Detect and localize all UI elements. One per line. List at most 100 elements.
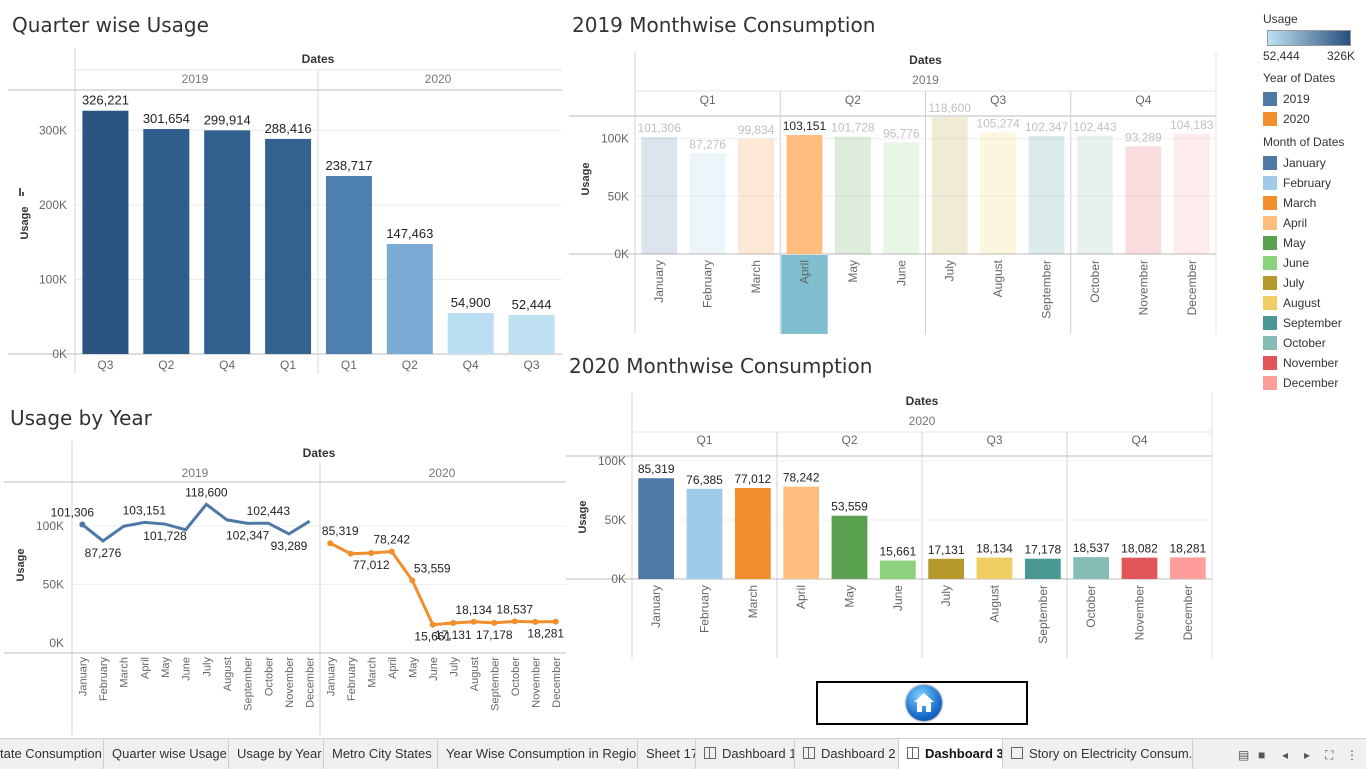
legend-swatch (1263, 92, 1277, 106)
menu-icon[interactable]: ⋮ (1346, 748, 1358, 762)
usage-color-ramp (1267, 30, 1351, 46)
x-tick-label: May (160, 657, 172, 678)
line-point (347, 550, 354, 557)
legend-item-month[interactable]: December (1263, 373, 1363, 393)
legend-item-year-2020[interactable]: 2020 (1263, 109, 1363, 129)
sheet-tab[interactable]: tate Consumption (0, 739, 104, 769)
month-bar (738, 138, 774, 254)
y-axis-label: Usage (15, 548, 27, 581)
bar-value-label: 87,276 (689, 137, 726, 151)
legend-label: June (1283, 256, 1310, 270)
sheet-tab[interactable]: Usage by Year (229, 739, 324, 769)
monthwise-2019-chart[interactable]: Dates 2019 Q1 Q2 Q3 Q4 0K 50K 100K Usage 101,306 Ja… (565, 40, 1225, 340)
y-tick-label: 300K (39, 123, 67, 137)
legend-item-month[interactable]: May (1263, 233, 1363, 253)
tab-label: Quarter wise Usage (112, 746, 227, 761)
tab-label: Dashboard 1 (722, 746, 795, 761)
legend-item-month[interactable]: July (1263, 273, 1363, 293)
month-bar (1121, 557, 1158, 579)
show-tabs-icon[interactable]: ■ (1258, 748, 1266, 762)
sheet-tab[interactable]: Story on Electricity Consum... (1003, 739, 1193, 769)
x-tick-label: April (139, 657, 151, 679)
point-value-label: 17,131 (435, 628, 472, 642)
legend-swatch (1263, 296, 1277, 310)
y-tick-label: 50K (605, 513, 626, 527)
line-point (79, 521, 86, 528)
legend-label: November (1283, 356, 1339, 370)
bar-value-label: 326,221 (82, 93, 129, 108)
x-tick-label: November (530, 657, 542, 708)
prev-sheet-icon[interactable]: ◂ (1282, 748, 1289, 762)
x-tick-label: July (448, 657, 460, 677)
sheet-tab[interactable]: Quarter wise Usage (104, 739, 229, 769)
bar-value-label: 53,559 (831, 500, 868, 514)
legend-item-month[interactable]: January (1263, 153, 1363, 173)
line-point (511, 618, 518, 625)
point-value-label: 17,178 (476, 628, 513, 642)
sheet-tab[interactable]: Year Wise Consumption in Region (438, 739, 638, 769)
x-tick-label: March (749, 260, 763, 293)
x-tick-label: February (346, 657, 358, 702)
quarter-bar (265, 138, 312, 354)
fit-view-icon[interactable]: ⛶ (1325, 748, 1334, 762)
legend-swatch (1263, 236, 1277, 250)
home-button[interactable] (906, 685, 942, 721)
y-tick-label: 100K (39, 272, 67, 286)
sheet-tab[interactable]: Sheet 17 (638, 739, 696, 769)
year-label: 2020 (909, 414, 936, 428)
bar-value-label: 85,319 (638, 462, 675, 476)
x-tick-label: August (222, 657, 234, 691)
legend-item-month[interactable]: October (1263, 333, 1363, 353)
legend-label: January (1283, 156, 1326, 170)
next-sheet-icon[interactable]: ▸ (1304, 748, 1311, 762)
legend-item-month[interactable]: August (1263, 293, 1363, 313)
bar-value-label: 102,443 (1073, 120, 1117, 134)
usage-by-year-chart[interactable]: Dates 2019 2020 0K 50K 100K Usage 101,306 Januar… (0, 435, 572, 735)
bar-value-label: 77,012 (734, 472, 771, 486)
quarter-chart[interactable]: Dates 2019 2020 0K 100K 200K 300K Usage 326,221 Q… (0, 40, 565, 380)
bar-value-label: 15,661 (879, 545, 916, 559)
legend-label: February (1283, 176, 1332, 190)
y-tick-label: 0K (52, 347, 67, 361)
legend-item-month[interactable]: February (1263, 173, 1363, 193)
x-tick-label: January (649, 585, 663, 628)
legend-swatch (1263, 216, 1277, 230)
monthwise-2020-chart[interactable]: Dates 2020 Q1 Q2 Q3 Q4 0K 50K 100K Usage 85,319 Jan… (562, 382, 1222, 662)
bar-value-label: 78,242 (783, 471, 820, 485)
sheet-tab[interactable]: Dashboard 1 (696, 739, 795, 769)
legend-swatch (1263, 112, 1277, 126)
point-value-label: 18,281 (527, 627, 564, 641)
x-tick-label: December (305, 657, 317, 708)
bar-value-label: 18,082 (1121, 542, 1158, 556)
legend-item-year-2019[interactable]: 2019 (1263, 89, 1363, 109)
dashboard-icon (803, 747, 815, 759)
month-bar (1073, 557, 1110, 579)
quarter-label: Q3 (990, 93, 1006, 107)
x-tick-label: October (263, 657, 275, 696)
line-point (491, 619, 498, 626)
sheet-tab[interactable]: Metro City States (324, 739, 438, 769)
legend-item-month[interactable]: November (1263, 353, 1363, 373)
show-filmstrip-icon[interactable]: ▤ (1238, 748, 1250, 762)
sheet-tab[interactable]: Dashboard 3 (899, 739, 1003, 769)
legend-item-month[interactable]: September (1263, 313, 1363, 333)
x-tick-label: September (243, 657, 255, 711)
line-point (388, 548, 395, 555)
year-pane-label-2020: 2020 (425, 72, 452, 86)
sheet-tab[interactable]: Dashboard 2 (795, 739, 899, 769)
y-tick-label: 50K (608, 189, 629, 203)
legend-item-month[interactable]: June (1263, 253, 1363, 273)
line-point (409, 577, 416, 584)
tab-label: Dashboard 2 (821, 746, 896, 761)
point-value-label: 15,661 (414, 630, 451, 644)
x-tick-label: December (1185, 260, 1199, 315)
x-tick-label: Q4 (463, 358, 479, 372)
legend-label: 2019 (1283, 92, 1310, 106)
y-tick-label: 100K (601, 132, 629, 146)
x-tick-label: Q1 (341, 358, 357, 372)
legend-item-month[interactable]: March (1263, 193, 1363, 213)
quarter-bar (143, 129, 190, 354)
legend-swatch (1263, 276, 1277, 290)
quarter-chart-title: Quarter wise Usage (12, 13, 209, 37)
legend-item-month[interactable]: April (1263, 213, 1363, 233)
